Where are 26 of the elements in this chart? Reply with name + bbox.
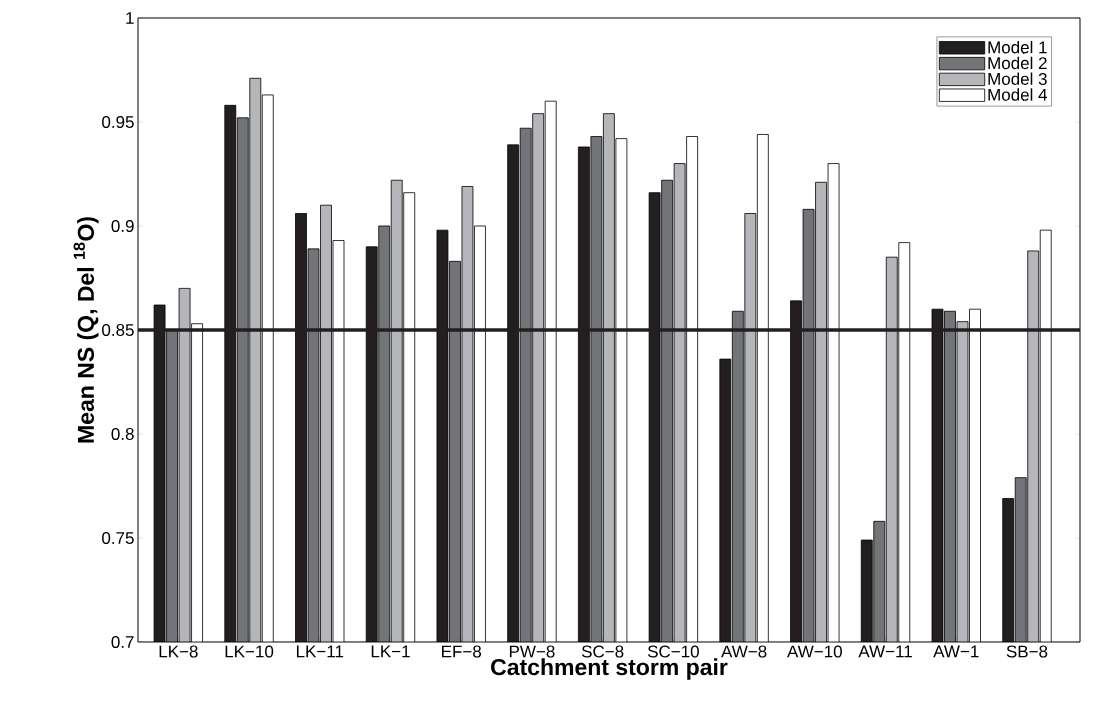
y-tick-label: 0.85 [102,323,134,337]
x-tick-label: EF−8 [442,645,482,658]
x-tick-label: SC−8 [581,645,624,658]
y-tick-label: 0.75 [102,531,134,545]
legend-label: Model 2 [988,56,1047,70]
y-tick-label: 1 [126,12,134,24]
y-tick-label: 0.8 [111,427,134,441]
legend-label: Model 4 [988,88,1048,101]
x-tick-label: PW−8 [509,645,555,658]
y-tick-label: 0.9 [111,219,134,233]
x-tick-label: AW−1 [933,645,979,658]
x-tick-label: LK−1 [371,645,410,658]
legend-label: Model 3 [988,72,1047,85]
x-tick-label: AW−10 [787,645,842,658]
x-tick-label: LK−10 [225,645,274,658]
y-tick-label: 0.95 [102,115,134,129]
y-axis-title: Mean NS (Q, Del $^{18}$O) [73,217,99,443]
x-tick-label: SB−8 [1006,645,1048,658]
x-tick-label: SC−10 [647,645,699,658]
x-tick-label: AW−11 [858,645,912,658]
legend-label: Model 1 [988,40,1047,54]
x-tick-label: LK−8 [159,645,198,658]
x-tick-label: AW−8 [721,645,767,658]
x-axis-title: Catchment storm pair [491,658,728,680]
y-tick-label: 0.7 [111,635,134,649]
x-tick-label: LK−11 [296,645,344,658]
